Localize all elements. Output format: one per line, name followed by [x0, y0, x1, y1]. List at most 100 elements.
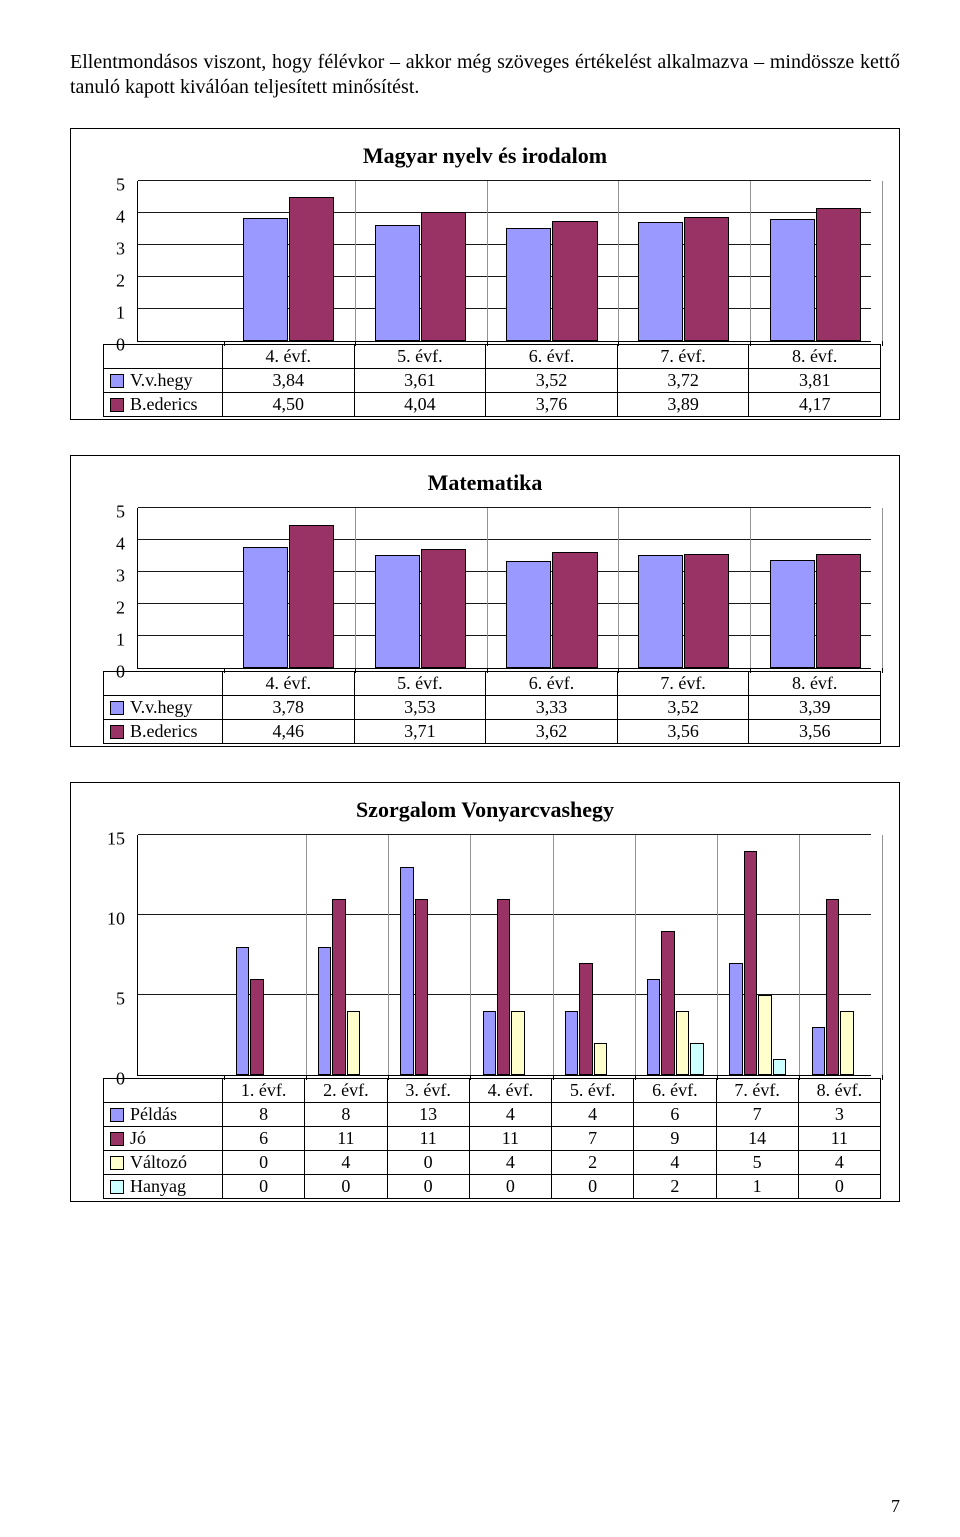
y-tick-label: 0: [116, 662, 125, 683]
table-cell: 0: [387, 1151, 469, 1175]
legend-swatch: [110, 1180, 124, 1194]
chart-panel-matematika: Matematika 0123454. évf.5. évf.6. évf.7.…: [70, 455, 900, 747]
table-series-cell: V.v.hegy: [104, 696, 223, 720]
table-cell: 14: [716, 1127, 798, 1151]
table-cell: 3,78: [223, 696, 355, 720]
legend-swatch: [110, 1132, 124, 1146]
table-cell: 3,71: [354, 720, 486, 744]
table-cell: 0: [552, 1175, 634, 1199]
table-cell: 3: [798, 1103, 880, 1127]
table-cell: 0: [387, 1175, 469, 1199]
bar: [812, 1027, 825, 1075]
y-tick-label: 1: [116, 630, 125, 651]
table-cell: 4: [798, 1151, 880, 1175]
table-header-cell: 6. évf.: [634, 1079, 716, 1103]
legend-swatch: [110, 374, 124, 388]
bar: [332, 899, 345, 1075]
bar: [318, 947, 331, 1075]
plot: [137, 835, 871, 1076]
table-header-cell: 6. évf.: [486, 345, 618, 369]
plot-area: 012345: [89, 508, 881, 672]
gridline: [138, 180, 871, 181]
bar: [638, 222, 683, 341]
bar: [421, 212, 466, 341]
bar: [375, 225, 420, 341]
table-cell: 0: [223, 1175, 305, 1199]
data-table: 4. évf.5. évf.6. évf.7. évf.8. évf.V.v.h…: [103, 344, 881, 417]
table-header-cell: 6. évf.: [486, 672, 618, 696]
table-cell: 3,76: [486, 393, 618, 417]
table-header-cell: 2. évf.: [305, 1079, 387, 1103]
table-cell: 2: [552, 1151, 634, 1175]
intro-paragraph: Ellentmondásos viszont, hogy félévkor – …: [70, 50, 900, 100]
legend-swatch: [110, 701, 124, 715]
table-cell: 0: [798, 1175, 880, 1199]
bar: [243, 218, 288, 341]
bar: [552, 552, 597, 668]
table-header-cell: 7. évf.: [716, 1079, 798, 1103]
table-cell: 1: [716, 1175, 798, 1199]
table-cell: 7: [716, 1103, 798, 1127]
table-cell: 3,84: [223, 369, 355, 393]
table-cell: 3,89: [617, 393, 749, 417]
table-cell: 11: [387, 1127, 469, 1151]
series-name: Változó: [130, 1152, 187, 1173]
table-cell: 4: [634, 1151, 716, 1175]
table-cell: 4: [469, 1151, 551, 1175]
bar-chart: 0123454. évf.5. évf.6. évf.7. évf.8. évf…: [89, 508, 881, 744]
table-cell: 8: [305, 1103, 387, 1127]
y-tick-label: 4: [116, 207, 125, 228]
bar: [243, 547, 288, 668]
series-name: V.v.hegy: [130, 697, 193, 718]
table-cell: 4,46: [223, 720, 355, 744]
plot-area: 012345: [89, 181, 881, 345]
bar-chart: 0123454. évf.5. évf.6. évf.7. évf.8. évf…: [89, 181, 881, 417]
bar: [375, 555, 420, 668]
legend-swatch: [110, 725, 124, 739]
bar: [690, 1043, 703, 1075]
bar: [647, 979, 660, 1075]
gridline: [138, 212, 871, 213]
y-tick-label: 5: [116, 175, 125, 196]
y-tick-label: 5: [116, 989, 125, 1010]
bar: [773, 1059, 786, 1075]
bar: [415, 899, 428, 1075]
table-cell: 11: [798, 1127, 880, 1151]
table-cell: 9: [634, 1127, 716, 1151]
bar: [816, 554, 861, 668]
page-number: 7: [891, 1496, 900, 1517]
series-name: V.v.hegy: [130, 370, 193, 391]
table-cell: 6: [223, 1127, 305, 1151]
bar: [676, 1011, 689, 1075]
table-cell: 7: [552, 1127, 634, 1151]
bar: [594, 1043, 607, 1075]
bar: [579, 963, 592, 1075]
table-cell: 3,52: [617, 696, 749, 720]
table-cell: 4,04: [354, 393, 486, 417]
table-cell: 3,81: [749, 369, 881, 393]
chart-title: Szorgalom Vonyarcvashegy: [89, 797, 881, 823]
bar-chart: 0510151. évf.2. évf.3. évf.4. évf.5. évf…: [89, 835, 881, 1199]
table-cell: 5: [716, 1151, 798, 1175]
bar: [758, 995, 771, 1075]
bar: [661, 931, 674, 1075]
table-cell: 4: [305, 1151, 387, 1175]
bar: [816, 208, 861, 341]
bar: [826, 899, 839, 1075]
table-cell: 6: [634, 1103, 716, 1127]
bar: [236, 947, 249, 1075]
table-header-cell: 3. évf.: [387, 1079, 469, 1103]
table-cell: 3,39: [749, 696, 881, 720]
chart-title: Matematika: [89, 470, 881, 496]
table-header-cell: 8. évf.: [749, 345, 881, 369]
series-name: Jó: [130, 1128, 146, 1149]
series-name: Példás: [130, 1104, 177, 1125]
y-tick-label: 15: [107, 829, 125, 850]
legend-swatch: [110, 1156, 124, 1170]
y-axis: 012345: [89, 508, 129, 672]
y-tick-label: 3: [116, 239, 125, 260]
table-cell: 0: [223, 1151, 305, 1175]
gridline: [138, 507, 871, 508]
legend-swatch: [110, 1108, 124, 1122]
table-header-cell: 4. évf.: [223, 672, 355, 696]
